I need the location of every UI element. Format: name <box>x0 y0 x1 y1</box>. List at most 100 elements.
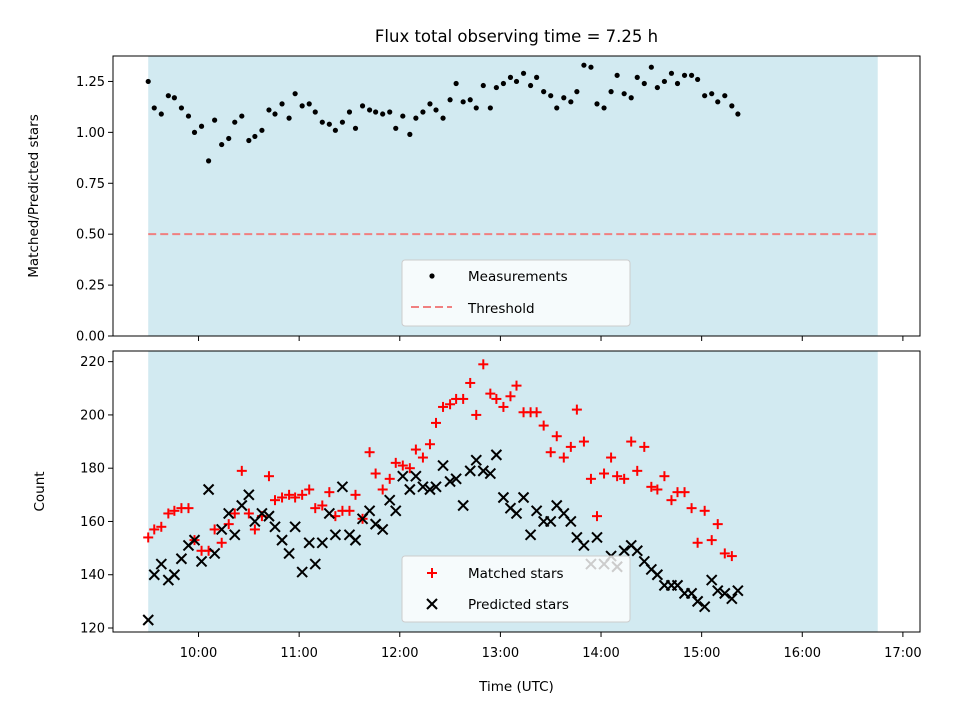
measurement-point <box>279 101 285 107</box>
measurement-point <box>212 117 218 123</box>
measurement-point <box>359 103 366 109</box>
matched-star-point <box>324 487 335 498</box>
legend-plus <box>427 568 437 578</box>
x-tick-label: 16:00 <box>784 646 821 661</box>
predicted-star-point <box>685 587 698 600</box>
matched-star-point <box>571 404 582 415</box>
measurement-point <box>668 70 675 76</box>
measurement-point <box>702 93 708 99</box>
measurement-point <box>534 74 540 80</box>
predicted-star-point <box>591 531 603 544</box>
measurement-points <box>145 62 741 164</box>
predicted-star-point-b <box>712 585 724 597</box>
predicted-star-point-b <box>651 569 664 581</box>
predicted-star-point-b <box>618 545 630 557</box>
predicted-star-point-b <box>376 523 389 536</box>
predicted-star-point-b <box>691 595 704 608</box>
predicted-star-point-b <box>283 547 295 560</box>
matched-star-point <box>538 420 549 431</box>
matched-star-point <box>297 489 308 500</box>
measurement-point <box>513 78 520 85</box>
predicted-star-point-b <box>444 475 456 488</box>
measurement-point <box>554 105 560 111</box>
matched-star-point <box>619 473 630 484</box>
measurement-point <box>339 119 346 125</box>
matched-star-point <box>209 524 220 535</box>
matched-star-point <box>384 473 395 484</box>
predicted-star-point <box>712 585 724 597</box>
matched-star-point <box>498 401 509 412</box>
measurement-point <box>440 115 446 121</box>
predicted-star-point-b <box>558 507 570 520</box>
measurement-point <box>299 103 305 109</box>
measurement-point <box>413 115 419 121</box>
predicted-star-point-b <box>504 502 517 514</box>
measurement-point <box>198 123 205 129</box>
predicted-star-point-b <box>195 555 208 568</box>
matched-star-point <box>712 519 723 530</box>
measurement-point <box>608 89 614 95</box>
predicted-star-point <box>651 569 664 581</box>
legend-cross <box>426 598 438 610</box>
measurement-point <box>191 129 198 135</box>
predicted-star-point <box>223 507 235 520</box>
matched-star-point <box>249 524 260 535</box>
predicted-star-point <box>545 515 557 528</box>
measurement-point <box>541 89 547 95</box>
count-x-ticks: 10:00 11:00 12:00 13:00 14:00 15:00 16:00 17:00 <box>180 632 922 661</box>
predicted-star-point-b <box>417 481 429 493</box>
predicted-star-point-b <box>638 555 650 568</box>
matched-star-point <box>216 537 227 548</box>
predicted-star-point-b <box>732 585 744 597</box>
y-tick-label: 0.25 <box>76 279 105 294</box>
predicted-star-point-b <box>263 510 275 522</box>
count-axes-frame <box>112 350 921 633</box>
y-tick-label: 140 <box>80 568 105 583</box>
matched-star-point <box>183 503 194 514</box>
measurement-point <box>165 93 171 99</box>
matched-star-point <box>397 460 408 471</box>
measurement-point <box>447 97 453 103</box>
x-tick-label: 14:00 <box>582 646 619 661</box>
predicted-star-point-b <box>404 483 416 496</box>
predicted-star-point <box>329 529 342 541</box>
measurement-point <box>292 91 298 97</box>
matched-star-point <box>646 481 657 492</box>
measurement-point <box>352 125 359 131</box>
matched-star-point <box>686 503 697 514</box>
measurement-point <box>252 133 258 140</box>
predicted-star-point <box>726 592 738 605</box>
predicted-star-point <box>155 558 168 570</box>
predicted-star-point-b <box>316 537 329 549</box>
matched-star-point <box>424 439 435 450</box>
measurement-point <box>427 101 433 107</box>
predicted-star-point-b <box>477 465 490 477</box>
matched-star-point <box>310 503 321 514</box>
predicted-star-point <box>484 467 497 480</box>
x-tick-label: 10:00 <box>180 646 217 661</box>
measurement-point <box>373 109 379 115</box>
predicted-star-point <box>263 510 275 522</box>
measurement-point <box>380 111 386 117</box>
ratio-axes-frame <box>112 55 921 337</box>
predicted-star-point-b <box>309 558 321 570</box>
predicted-star-point-b <box>229 529 241 541</box>
matched-star-point <box>236 465 247 476</box>
legend-cross-b <box>426 598 438 610</box>
measurement-point <box>219 141 225 148</box>
matched-star-point <box>431 417 442 428</box>
y-tick-label: 1.00 <box>76 126 105 141</box>
measurement-point <box>709 91 715 97</box>
predicted-star-point <box>336 481 349 493</box>
matched-star-point <box>585 473 596 484</box>
ratio-panel: 0.00 0.25 0.50 0.75 1.00 1.25 Matched/Predict… <box>26 55 921 345</box>
predicted-star-point-b <box>329 529 342 541</box>
predicted-star-point <box>437 459 449 472</box>
y-tick-label: 1.25 <box>76 75 105 90</box>
predicted-star-point <box>303 537 315 549</box>
predicted-star-point <box>309 558 321 570</box>
predicted-star-point-b <box>243 489 255 501</box>
predicted-star-point <box>316 537 329 549</box>
x-tick-label: 13:00 <box>482 646 519 661</box>
